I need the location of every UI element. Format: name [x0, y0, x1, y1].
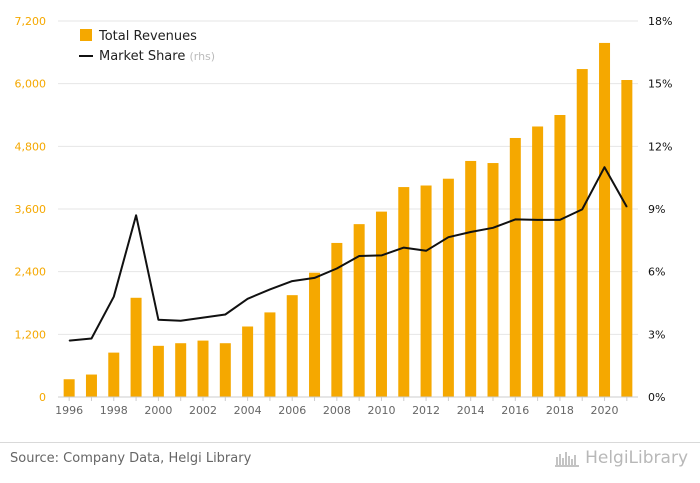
- revenue-bar: [576, 69, 588, 398]
- x-tick-label: 2004: [234, 404, 262, 417]
- x-tick-label: 2000: [144, 404, 172, 417]
- market-share-line-group: [68, 166, 628, 342]
- y-right-tick-label: 18%: [648, 15, 672, 28]
- x-tick-label: 1998: [100, 404, 128, 417]
- y-right-tick-label: 15%: [648, 78, 672, 91]
- x-tick-label: 2012: [412, 404, 440, 417]
- helgi-logo-icon: [555, 452, 580, 467]
- source-note: Source: Company Data, Helgi Library: [10, 451, 252, 466]
- axes: 0 1,200 2,400 3,600 4,800 6,000 7,200 0% 3% 6% 9% 1…: [15, 15, 673, 417]
- revenue-bar: [219, 343, 231, 397]
- market-share-point: [247, 298, 249, 300]
- market-share-point: [380, 254, 382, 256]
- market-share-point: [291, 280, 293, 282]
- revenue-bar: [130, 297, 142, 397]
- market-share-point: [314, 277, 316, 279]
- revenue-bar: [63, 379, 75, 397]
- market-share-point: [224, 313, 226, 315]
- revenue-bar: [465, 160, 477, 397]
- chart: 0 1,200 2,400 3,600 4,800 6,000 7,200 0% 3% 6% 9% 1…: [15, 15, 673, 417]
- revenue-bar: [286, 295, 298, 397]
- market-share-point: [537, 219, 539, 221]
- legend-label-revenues: Total Revenues: [98, 29, 197, 44]
- market-share-point: [425, 250, 427, 252]
- revenue-bar: [152, 345, 164, 397]
- revenue-bar: [532, 126, 544, 397]
- revenue-bar: [85, 374, 97, 397]
- y-left-tick-label: 0: [39, 391, 46, 404]
- y-right-tick-label: 9%: [648, 203, 665, 216]
- x-tick-label: 2008: [323, 404, 351, 417]
- grid-lines: [58, 20, 638, 335]
- y-right-tick-label: 3%: [648, 328, 665, 341]
- market-share-line: [69, 166, 628, 342]
- footer-divider: [0, 442, 700, 443]
- market-share-point: [447, 236, 449, 238]
- market-share-point: [403, 247, 405, 249]
- revenue-bar: [353, 224, 365, 397]
- market-share-point: [68, 340, 70, 342]
- x-tick-label: 2014: [457, 404, 485, 417]
- revenue-bar: [398, 187, 410, 397]
- revenue-bar: [309, 272, 321, 397]
- x-tick-label: 2016: [501, 404, 529, 417]
- x-tick-label: 2006: [278, 404, 306, 417]
- revenue-bar: [420, 185, 432, 397]
- y-right-tick-label: 6%: [648, 266, 665, 279]
- market-share-point: [559, 219, 561, 221]
- chart-svg: 0 1,200 2,400 3,600 4,800 6,000 7,200 0% 3% 6% 9% 1…: [15, 15, 673, 417]
- revenue-bars: [63, 42, 633, 398]
- legend: Total Revenues Market Share (rhs): [79, 29, 215, 64]
- revenue-bar: [264, 312, 276, 397]
- market-share-point: [604, 166, 606, 168]
- legend-label-market-share: Market Share (rhs): [99, 49, 215, 64]
- revenue-bar: [175, 343, 187, 397]
- market-share-point: [492, 227, 494, 229]
- y-left-tick-label: 4,800: [15, 140, 47, 153]
- revenue-bar: [554, 115, 566, 397]
- market-share-point: [157, 319, 159, 321]
- market-share-point: [135, 214, 137, 216]
- market-share-point: [626, 206, 628, 208]
- brand-logo: HelgiLibrary: [555, 448, 688, 468]
- revenue-bar: [331, 242, 343, 397]
- brand-name: HelgiLibrary: [585, 448, 688, 468]
- market-share-point: [470, 231, 472, 233]
- revenue-bar: [599, 42, 611, 397]
- y-right-tick-label: 12%: [648, 140, 672, 153]
- market-share-point: [90, 338, 92, 340]
- revenue-bar: [621, 80, 633, 397]
- revenue-bar: [487, 163, 499, 397]
- y-left-tick-label: 6,000: [15, 78, 47, 91]
- y-left-tick-label: 2,400: [15, 266, 47, 279]
- y-left-tick-label: 3,600: [15, 203, 47, 216]
- y-right-tick-label: 0%: [648, 391, 665, 404]
- market-share-point: [202, 317, 204, 319]
- revenue-bar: [197, 340, 209, 397]
- y-left-tick-label: 1,200: [15, 328, 47, 341]
- market-share-point: [269, 288, 271, 290]
- x-tick-label: 2002: [189, 404, 217, 417]
- market-share-point: [358, 255, 360, 257]
- market-share-point: [180, 320, 182, 322]
- legend-rhs-suffix: (rhs): [189, 50, 215, 63]
- x-tick-label: 2010: [367, 404, 395, 417]
- x-tick-label: 1996: [55, 404, 83, 417]
- revenue-bar: [442, 178, 454, 397]
- revenue-bar: [108, 352, 120, 397]
- market-share-point: [113, 296, 115, 298]
- market-share-point: [581, 208, 583, 210]
- market-share-point: [336, 268, 338, 270]
- revenue-bar: [375, 211, 387, 397]
- revenue-bar: [242, 326, 254, 397]
- y-left-tick-label: 7,200: [15, 15, 47, 28]
- x-tick-label: 2020: [591, 404, 619, 417]
- revenue-bar: [509, 137, 521, 397]
- market-share-point: [514, 218, 516, 220]
- legend-swatch-revenues: [80, 29, 92, 41]
- x-tick-label: 2018: [546, 404, 574, 417]
